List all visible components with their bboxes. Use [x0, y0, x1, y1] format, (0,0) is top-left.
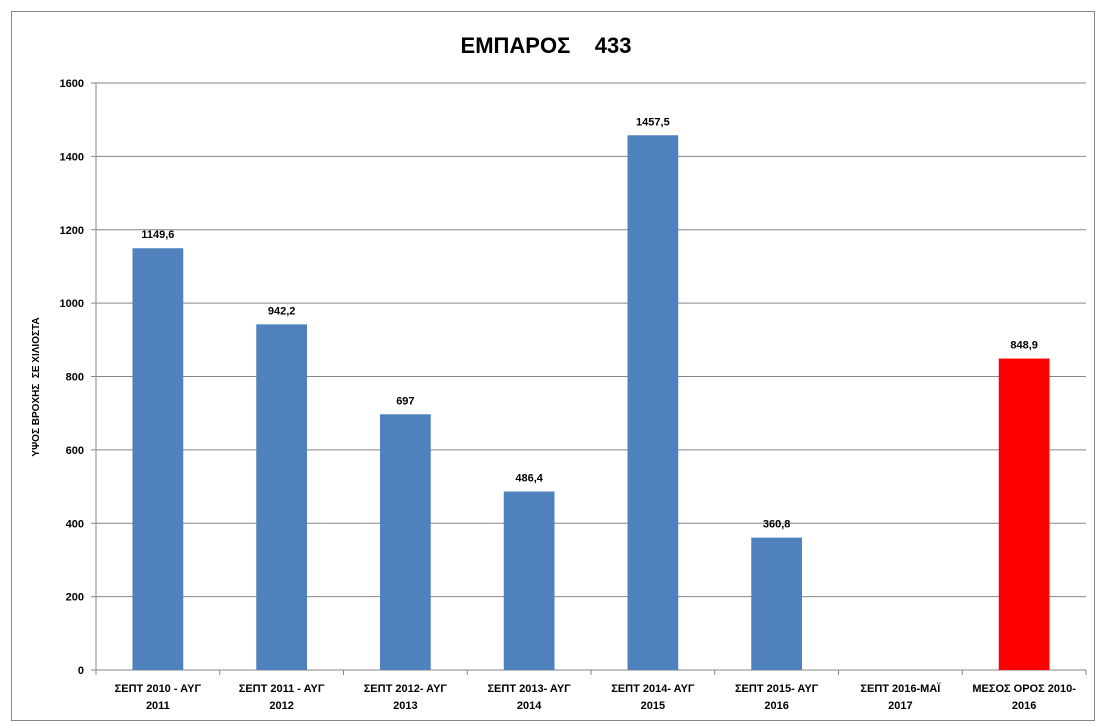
x-category-label: 2014	[517, 700, 542, 712]
x-category-label: ΣΕΠΤ 2016-ΜΑΪ	[860, 682, 941, 695]
bar-2	[256, 324, 307, 670]
bar-6	[751, 537, 802, 670]
y-tick-label: 1000	[60, 298, 84, 310]
x-category-label: ΣΕΠΤ 2015- ΑΥΓ	[735, 683, 819, 695]
data-label: 848,9	[1010, 340, 1038, 352]
data-label: 360,8	[763, 519, 791, 531]
y-tick-label: 800	[66, 372, 84, 384]
bars	[132, 135, 1050, 671]
x-category-label: 2016	[1012, 700, 1036, 712]
y-tick-label: 1400	[60, 151, 84, 163]
x-category-label: 2016	[764, 700, 788, 712]
x-category-label: 2011	[146, 700, 170, 712]
y-tick-label: 600	[66, 445, 84, 457]
y-axis-label: ΥΨΟΣ ΒΡΟΧΗΣ ΣΕ ΧΙΛΙΟΣΤΑ	[31, 317, 42, 456]
data-label: 1149,6	[141, 229, 174, 241]
x-category-label: 2013	[393, 700, 417, 712]
data-labels: 1149,6 942,2 697 486,4 1457,5 360,8 848,9	[141, 116, 1038, 530]
x-category-label: 2012	[269, 700, 293, 712]
y-axis-ticks: 0 200 400 600 800 1000 1200 1400 1600	[60, 78, 84, 677]
bar-1	[132, 248, 184, 671]
y-tick-label: 400	[66, 518, 84, 530]
x-category-label: ΣΕΠΤ 2012- ΑΥΓ	[364, 683, 448, 695]
chart-title: ΕΜΠΑΡΟΣ 433	[461, 33, 632, 58]
data-label: 1457,5	[636, 116, 670, 128]
data-label: 942,2	[268, 305, 296, 317]
x-category-label: ΣΕΠΤ 2013- ΑΥΓ	[487, 683, 571, 695]
x-category-label: 2015	[641, 700, 665, 712]
bar-5	[627, 135, 679, 671]
data-label: 486,4	[515, 473, 543, 485]
bar-chart: ΕΜΠΑΡΟΣ 433 0 200 400 600 800 1000 1200 1400 160…	[31, 33, 1087, 712]
x-category-label: ΣΕΠΤ 2014- ΑΥΓ	[611, 683, 695, 695]
x-category-label: ΣΕΠΤ 2011 - ΑΥΓ	[239, 683, 325, 695]
x-category-label: 2017	[888, 700, 912, 712]
x-category-label: ΜΕΣΟΣ ΟΡΟΣ 2010-	[972, 683, 1076, 695]
x-category-label: ΣΕΠΤ 2010 - ΑΥΓ	[115, 683, 202, 695]
bar-4	[503, 491, 555, 670]
gridlines	[91, 82, 1087, 675]
bar-3	[380, 414, 431, 670]
y-tick-label: 200	[66, 592, 84, 604]
y-tick-label: 1200	[60, 225, 84, 237]
bar-8	[998, 358, 1050, 670]
x-axis-categories: ΣΕΠΤ 2010 - ΑΥΓ 2011 ΣΕΠΤ 2011 - ΑΥΓ 2012 ΣΕ…	[115, 682, 1077, 712]
y-tick-label: 0	[78, 665, 84, 677]
chart-frame: ΕΜΠΑΡΟΣ 433 0 200 400 600 800 1000 1200 1400 160…	[11, 11, 1095, 721]
data-label: 697	[396, 395, 414, 407]
y-tick-label: 1600	[60, 78, 84, 90]
